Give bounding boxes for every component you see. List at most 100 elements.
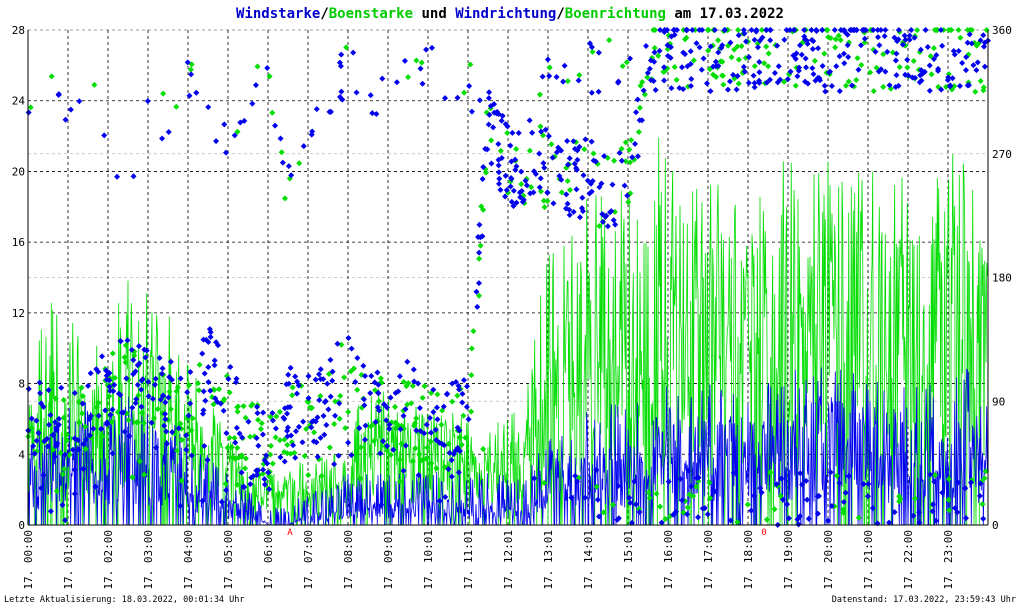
wind-direction-point <box>480 163 487 170</box>
wind-direction-point <box>629 154 636 161</box>
wind-direction-point <box>430 409 437 416</box>
wind-direction-point <box>902 36 909 43</box>
wind-direction-point <box>561 62 568 69</box>
wind-direction-point <box>689 27 696 33</box>
x-tick-label: 17. 07:00 <box>302 530 315 590</box>
x-tick-label: 17. 14:01 <box>582 530 595 590</box>
wind-direction-point <box>334 340 341 347</box>
wind-direction-point <box>892 83 899 90</box>
wind-direction-point <box>400 412 407 419</box>
wind-direction-point <box>632 140 639 147</box>
gust-direction-point <box>421 383 428 390</box>
wind-direction-point <box>153 444 160 451</box>
wind-direction-point <box>185 412 192 419</box>
gust-direction-point <box>683 34 690 41</box>
wind-direction-point <box>321 399 328 406</box>
wind-direction-point <box>677 476 684 483</box>
gust-direction-point <box>867 69 874 76</box>
wind-direction-point <box>634 153 641 160</box>
wind-direction-point <box>279 159 286 166</box>
gust-direction-point <box>174 447 181 454</box>
gust-direction-point <box>957 34 964 41</box>
gust-direction-point <box>287 450 294 457</box>
gust-direction-point <box>326 444 333 451</box>
wind-direction-point <box>292 454 299 461</box>
wind-direction-point <box>272 122 279 129</box>
wind-direction-point <box>71 435 78 442</box>
wind-direction-point <box>955 479 962 486</box>
wind-direction-point <box>138 403 145 410</box>
gust-direction-point <box>248 402 255 409</box>
gust-direction-point <box>438 421 445 428</box>
gust-direction-point <box>121 354 128 361</box>
gust-direction-point <box>154 406 161 413</box>
wind-direction-point <box>473 288 480 295</box>
wind-direction-point <box>360 396 367 403</box>
wind-direction-point <box>55 421 62 428</box>
y-left-tick-label: 20 <box>12 165 25 178</box>
gust-direction-point <box>226 434 233 441</box>
x-tick-label: 17. 11:01 <box>462 530 475 590</box>
wind-direction-point <box>545 133 552 140</box>
wind-direction-point <box>221 121 228 128</box>
wind-direction-point <box>938 86 945 93</box>
wind-direction-point <box>795 521 802 528</box>
gust-direction-point <box>281 436 288 443</box>
wind-direction-point <box>874 34 881 41</box>
wind-direction-point <box>232 439 239 446</box>
gust-direction-point <box>269 460 276 467</box>
wind-direction-point <box>25 109 32 116</box>
wind-direction-point <box>812 77 819 84</box>
wind-direction-point <box>383 417 390 424</box>
wind-direction-point <box>134 381 141 388</box>
wind-direction-point <box>833 63 840 70</box>
wind-direction-point <box>300 418 307 425</box>
gust-direction-point <box>731 46 738 53</box>
gust-direction-point <box>618 145 625 152</box>
wind-direction-point <box>895 27 902 33</box>
wind-direction-point <box>62 116 69 123</box>
wind-direction-point <box>596 513 603 520</box>
gust-direction-point <box>765 63 772 70</box>
x-tick-label: 17. 08:00 <box>342 530 355 590</box>
wind-direction-point <box>616 149 623 156</box>
wind-direction-point <box>299 439 306 446</box>
wind-direction-point <box>931 478 938 485</box>
gust-direction-point <box>242 465 249 472</box>
gust-direction-point <box>540 197 547 204</box>
wind-direction-point <box>47 508 54 515</box>
wind-direction-point <box>935 65 942 72</box>
gust-direction-point <box>811 57 818 64</box>
gust-direction-point <box>79 410 86 417</box>
wind-direction-point <box>31 450 38 457</box>
gust-speed-line <box>27 137 988 526</box>
wind-direction-point <box>751 84 758 91</box>
wind-direction-point <box>288 432 295 439</box>
wind-direction-point <box>475 234 482 241</box>
gust-direction-point <box>354 386 361 393</box>
wind-direction-point <box>104 419 111 426</box>
wind-direction-point <box>910 512 917 519</box>
wind-direction-point <box>444 390 451 397</box>
wind-direction-point <box>741 68 748 75</box>
gust-direction-point <box>281 449 288 456</box>
gust-direction-point <box>690 493 697 500</box>
wind-direction-point <box>976 492 983 499</box>
wind-direction-point <box>397 426 404 433</box>
gust-direction-point <box>564 78 571 85</box>
wind-direction-point <box>929 508 936 515</box>
wind-direction-point <box>162 399 169 406</box>
wind-direction-point <box>38 485 45 492</box>
wind-direction-point <box>860 481 867 488</box>
gust-direction-point <box>880 51 887 58</box>
wind-direction-point <box>672 508 679 515</box>
wind-direction-point <box>207 329 214 336</box>
wind-direction-point <box>607 209 614 216</box>
wind-direction-point <box>233 424 240 431</box>
wind-direction-point <box>836 53 843 60</box>
wind-direction-point <box>372 418 379 425</box>
wind-direction-point <box>578 205 585 212</box>
gust-direction-point <box>707 495 714 502</box>
gust-direction-point <box>761 60 768 67</box>
wind-direction-point <box>877 27 884 33</box>
